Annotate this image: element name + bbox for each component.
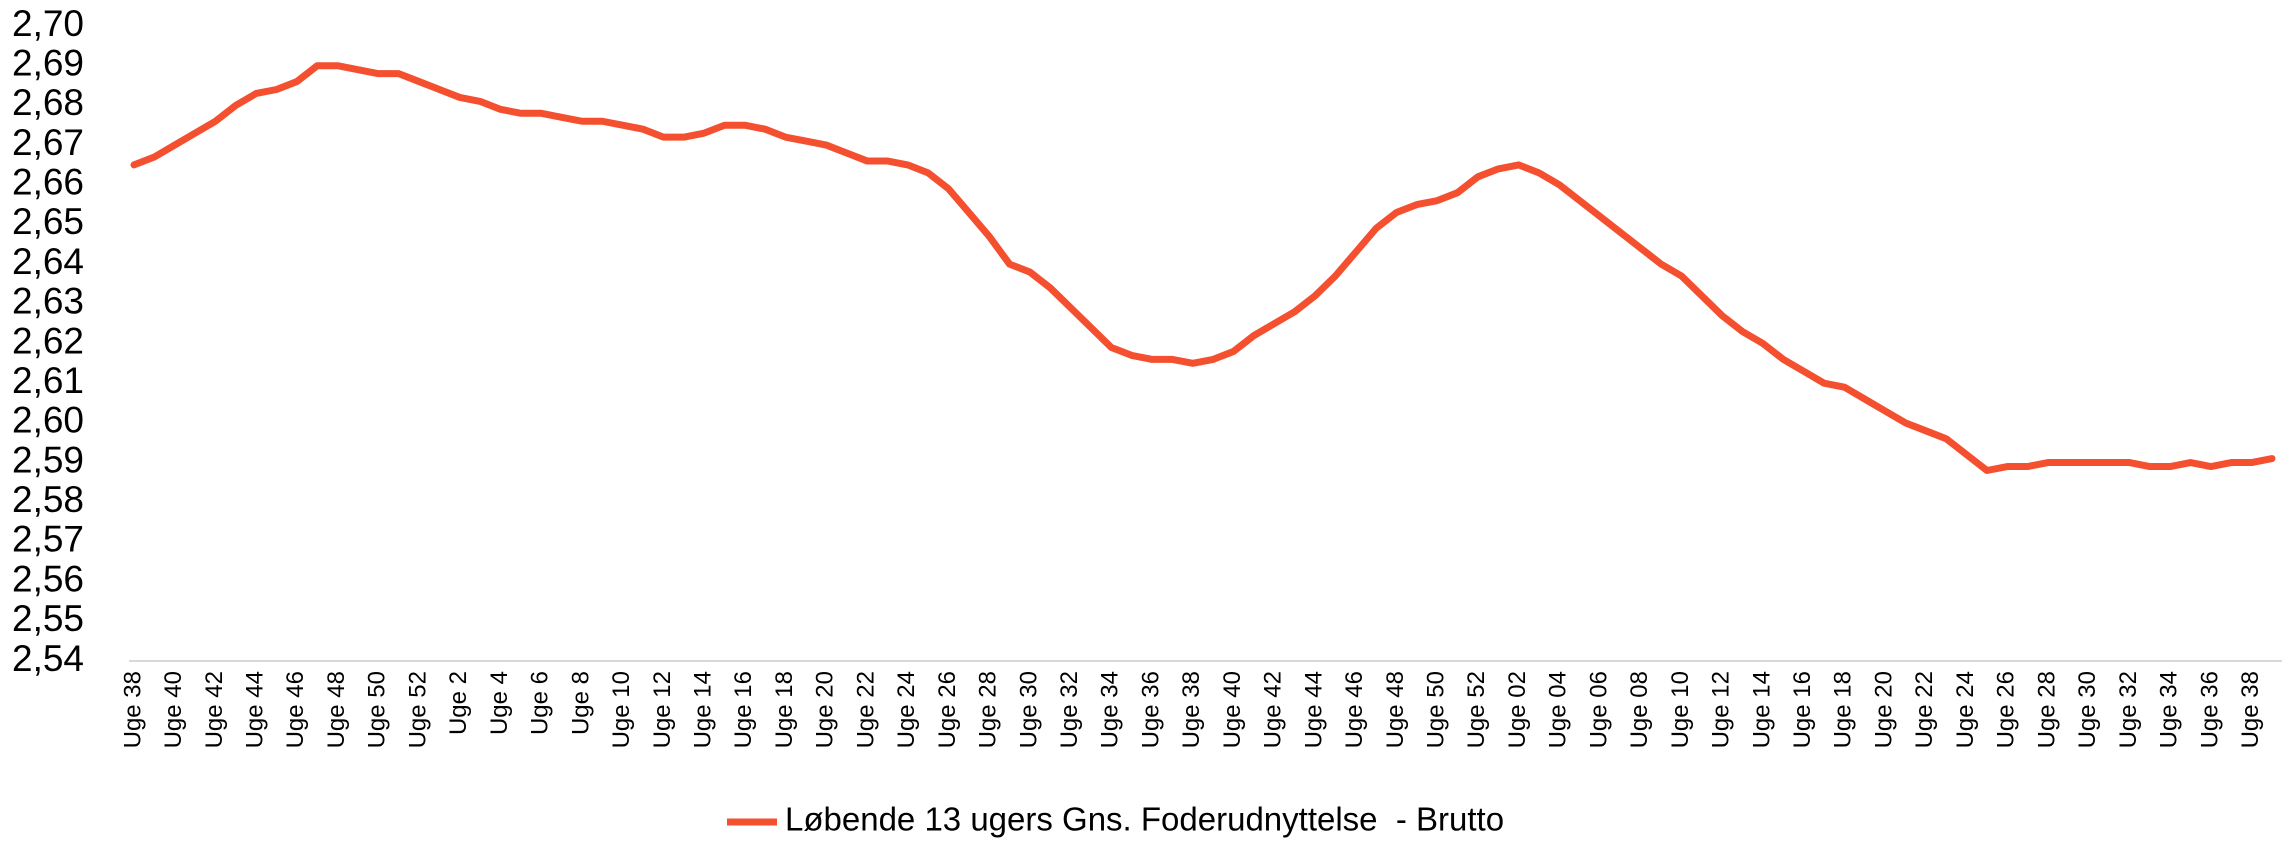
x-tick-label: Uge 8	[567, 671, 594, 735]
y-tick-label: 2,62	[12, 320, 84, 361]
x-tick-label: Uge 36	[1137, 671, 1164, 748]
x-tick-label: Uge 14	[689, 671, 716, 748]
x-tick-label: Uge 52	[1463, 671, 1490, 748]
x-tick-label: Uge 22	[1911, 671, 1938, 748]
x-tick-label: Uge 38	[119, 671, 146, 748]
x-tick-label: Uge 30	[2074, 671, 2101, 748]
x-tick-label: Uge 26	[1993, 671, 2020, 748]
x-tick-label: Uge 34	[1097, 671, 1124, 748]
x-tick-label: Uge 10	[1667, 671, 1694, 748]
x-tick-label: Uge 20	[812, 671, 839, 748]
x-tick-label: Uge 28	[2033, 671, 2060, 748]
x-tick-label: Uge 06	[1585, 671, 1612, 748]
y-tick-label: 2,57	[12, 519, 84, 560]
y-tick-label: 2,54	[12, 638, 84, 679]
y-tick-label: 2,64	[12, 241, 84, 282]
x-tick-label: Uge 08	[1626, 671, 1653, 748]
x-tick-label: Uge 44	[1300, 671, 1327, 748]
x-tick-label: Uge 26	[934, 671, 961, 748]
y-tick-label: 2,65	[12, 201, 84, 242]
x-tick-label: Uge 10	[608, 671, 635, 748]
x-tick-label: Uge 14	[1748, 671, 1775, 748]
x-tick-label: Uge 12	[1708, 671, 1735, 748]
x-tick-label: Uge 18	[771, 671, 798, 748]
x-tick-label: Uge 36	[2196, 671, 2223, 748]
x-tick-label: Uge 40	[1219, 671, 1246, 748]
y-tick-label: 2,60	[12, 400, 84, 441]
x-tick-label: Uge 16	[1789, 671, 1816, 748]
x-tick-label: Uge 24	[893, 671, 920, 748]
x-tick-label: Uge 52	[404, 671, 431, 748]
x-tick-label: Uge 02	[1504, 671, 1531, 748]
y-tick-label: 2,66	[12, 162, 84, 203]
x-tick-label: Uge 6	[527, 671, 554, 735]
y-tick-label: 2,70	[12, 3, 84, 44]
y-tick-label: 2,58	[12, 479, 84, 520]
x-tick-label: Uge 50	[364, 671, 391, 748]
y-tick-label: 2,59	[12, 439, 84, 480]
x-tick-label: Uge 40	[160, 671, 187, 748]
x-tick-label: Uge 4	[486, 671, 513, 735]
x-tick-label: Uge 38	[2237, 671, 2264, 748]
legend-label: Løbende 13 ugers Gns. Foderudnyttelse - …	[785, 801, 1504, 838]
x-tick-label: Uge 20	[1870, 671, 1897, 748]
y-tick-label: 2,67	[12, 122, 84, 163]
x-tick-label: Uge 44	[242, 671, 269, 748]
x-tick-label: Uge 32	[2115, 671, 2142, 748]
x-tick-label: Uge 22	[852, 671, 879, 748]
y-tick-label: 2,61	[12, 360, 84, 401]
x-tick-label: Uge 34	[2156, 671, 2183, 748]
x-tick-label: Uge 2	[445, 671, 472, 735]
data-line	[130, 62, 2276, 474]
x-tick-label: Uge 50	[1423, 671, 1450, 748]
x-tick-label: Uge 12	[649, 671, 676, 748]
x-tick-label: Uge 24	[1952, 671, 1979, 748]
x-tick-label: Uge 48	[323, 671, 350, 748]
x-tick-label: Uge 18	[1830, 671, 1857, 748]
x-tick-label: Uge 38	[1178, 671, 1205, 748]
x-tick-label: Uge 46	[1341, 671, 1368, 748]
y-tick-label: 2,63	[12, 281, 84, 322]
x-tick-label: Uge 42	[201, 671, 228, 748]
x-tick-label: Uge 16	[730, 671, 757, 748]
y-tick-label: 2,69	[12, 42, 84, 83]
x-tick-label: Uge 46	[282, 671, 309, 748]
y-tick-label: 2,55	[12, 598, 84, 639]
x-tick-label: Uge 42	[1260, 671, 1287, 748]
y-tick-label: 2,56	[12, 558, 84, 599]
x-tick-label: Uge 28	[975, 671, 1002, 748]
x-tick-label: Uge 32	[1056, 671, 1083, 748]
x-tick-label: Uge 04	[1545, 671, 1572, 748]
x-tick-label: Uge 48	[1382, 671, 1409, 748]
x-tick-label: Uge 30	[1015, 671, 1042, 748]
y-tick-label: 2,68	[12, 82, 84, 123]
